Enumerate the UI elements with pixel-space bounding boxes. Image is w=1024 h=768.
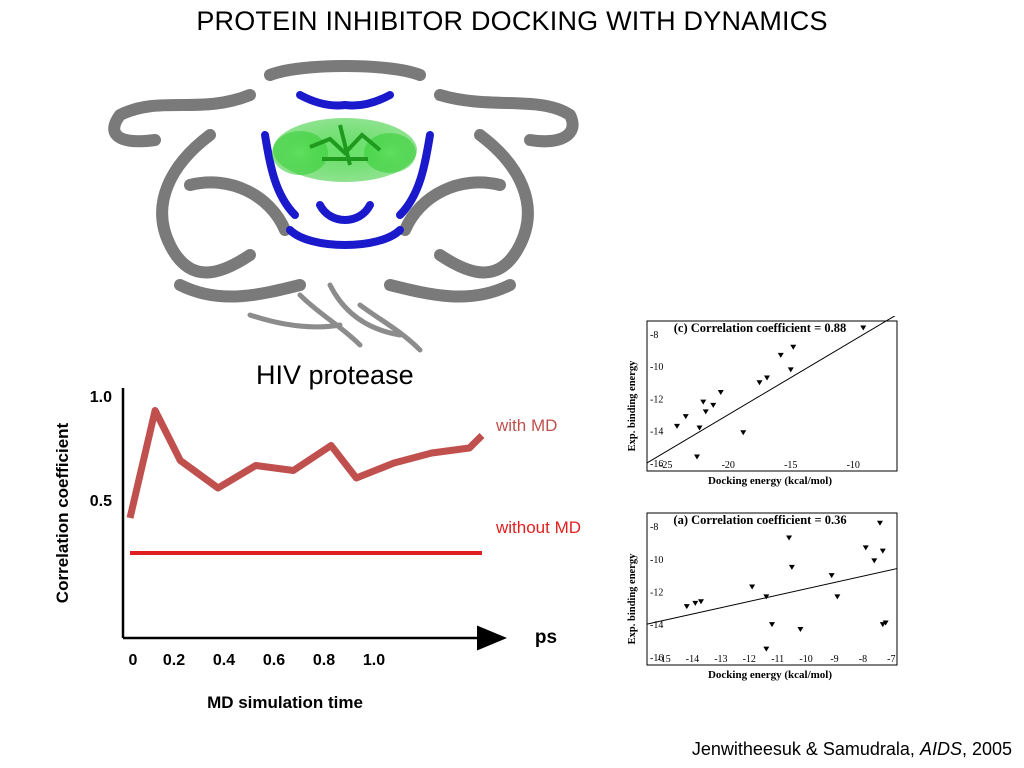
scatter-a-point [879, 548, 886, 554]
scatter-c-y-tick: -10 [650, 362, 663, 373]
x-tick-0.8: 0.8 [313, 652, 335, 669]
scatter-c-fit-line [646, 316, 896, 464]
scatter-plot-c: (c) Correlation coefficient = 0.88 Exp. … [620, 316, 904, 488]
scatter-a-x-tick: -9 [830, 654, 838, 665]
citation-authors: Jenwitheesuk & Samudrala, [691, 739, 920, 759]
scatter-a-point [871, 558, 878, 564]
scatter-a-point [786, 535, 793, 541]
scatter-c-point [756, 380, 763, 386]
scatter-a-point [879, 622, 886, 628]
scatter-c-frame [646, 320, 898, 472]
scatter-a-point [788, 564, 795, 570]
scatter-c-point [710, 402, 717, 408]
scatter-c-y-tick: -16 [650, 459, 663, 470]
y-tick-1.0: 1.0 [90, 389, 112, 406]
scatter-c-point [777, 352, 784, 358]
scatter-a-point [692, 600, 699, 606]
y-axis-label: Correlation coefficient [53, 422, 72, 603]
scatter-c-title: (c) Correlation coefficient = 0.88 [674, 321, 846, 335]
scatter-c-points [674, 325, 867, 460]
series-line-with-md [126, 407, 485, 519]
scatter-a-x-tick: -10 [799, 654, 812, 665]
scatter-a-point [862, 545, 869, 551]
inhibitor-surface [272, 118, 417, 182]
y-tick-0.5: 0.5 [90, 493, 112, 510]
scatter-c-x-tick: -20 [722, 460, 735, 471]
scatter-c-point [702, 409, 709, 415]
series-label-with-md: with MD [495, 416, 557, 435]
scatter-a-points [683, 520, 889, 652]
scatter-a-x-tick: -12 [743, 654, 756, 665]
scatter-a-y-tick: -8 [650, 522, 658, 533]
protein-ribbon-thin [247, 282, 423, 353]
protein-caption: HIV protease [256, 360, 414, 390]
x-tick-0.6: 0.6 [263, 652, 285, 669]
x-unit-label: ps [535, 627, 557, 648]
scatter-a-title: (a) Correlation coefficient = 0.36 [673, 513, 846, 527]
scatter-a-point [683, 604, 690, 610]
scatter-c-point [694, 454, 700, 460]
scatter-a-point [797, 627, 804, 633]
x-tick-1.0: 1.0 [363, 652, 385, 669]
scatter-a-point [834, 594, 841, 600]
scatter-c-point [674, 423, 680, 429]
slide-title: PROTEIN INHIBITOR DOCKING WITH DYNAMICS [196, 6, 828, 36]
scatter-c-point [717, 389, 724, 395]
scatter-plot-a: (a) Correlation coefficient = 0.36 Exp. … [620, 507, 904, 682]
citation-year: , 2005 [961, 739, 1012, 759]
scatter-c-point [700, 399, 707, 405]
scatter-a-y-tick: -16 [650, 653, 663, 664]
protein-structure-image [108, 60, 579, 353]
binding-site [261, 91, 434, 249]
series-label-without-md: without MD [495, 518, 581, 537]
x-tick-0.2: 0.2 [163, 652, 185, 669]
scatter-a-x-tick: -14 [686, 654, 699, 665]
scatter-a-y-tick: -12 [650, 587, 663, 598]
scatter-c-point [740, 430, 747, 436]
scatter-a-x-tick: -7 [887, 654, 895, 665]
scatter-c-y-tick: -12 [650, 394, 663, 405]
scatter-c-point [787, 367, 794, 373]
scatter-c-point [764, 375, 770, 381]
scatter-a-frame [646, 512, 898, 666]
main-line-chart: Correlation coefficient MD simulation ti… [53, 388, 581, 712]
scatter-c-ticks: -8 -10 -12 -14 -16-25 -20 -15 -10 [650, 330, 860, 471]
scatter-c-point [696, 425, 703, 431]
scatter-a-fit-line [646, 568, 898, 625]
scatter-a-y-tick: -14 [650, 620, 663, 631]
scatter-a-x-tick: -11 [771, 654, 784, 665]
scatter-a-point [763, 646, 770, 652]
scatter-c-y-label: Exp. binding energy [627, 360, 638, 451]
scatter-a-ticks: -8 -10 -12 -14 -16-15 -14 -13 -12 -11 -10 -9 -8 -7 [650, 522, 895, 665]
citation-journal: AIDS [919, 739, 962, 759]
scatter-a-point [882, 620, 889, 626]
scatter-a-point [749, 584, 756, 590]
scatter-c-y-tick: -8 [650, 330, 658, 341]
scatter-a-point [769, 622, 775, 628]
scatter-a-point [763, 594, 770, 600]
scatter-c-x-tick: -15 [784, 460, 797, 471]
x-tick-0: 0 [129, 652, 138, 669]
scatter-a-y-label: Exp. binding energy [627, 553, 638, 644]
scatter-a-point [828, 573, 835, 579]
scatter-c-point [790, 344, 797, 350]
scatter-a-x-tick: -15 [657, 654, 670, 665]
scatter-a-x-label: Docking energy (kcal/mol) [708, 669, 832, 681]
scatter-c-point [682, 414, 689, 420]
scatter-a-point [876, 520, 883, 526]
scatter-c-x-tick: -25 [659, 460, 672, 471]
scatter-c-x-label: Docking energy (kcal/mol) [708, 475, 832, 487]
scatter-c-y-tick: -14 [650, 427, 663, 438]
x-axis-label: MD simulation time [207, 693, 363, 712]
protein-ribbon [108, 60, 579, 303]
scatter-a-y-tick: -10 [650, 555, 663, 566]
citation: Jenwitheesuk & Samudrala, AIDS, 2005 [692, 739, 1012, 760]
scatter-a-x-tick: -8 [859, 654, 867, 665]
scatter-c-point [860, 325, 867, 331]
scatter-c-x-tick: -10 [847, 460, 860, 471]
scatter-a-x-tick: -13 [714, 654, 727, 665]
scatter-a-point [697, 599, 704, 605]
x-tick-0.4: 0.4 [213, 652, 235, 669]
